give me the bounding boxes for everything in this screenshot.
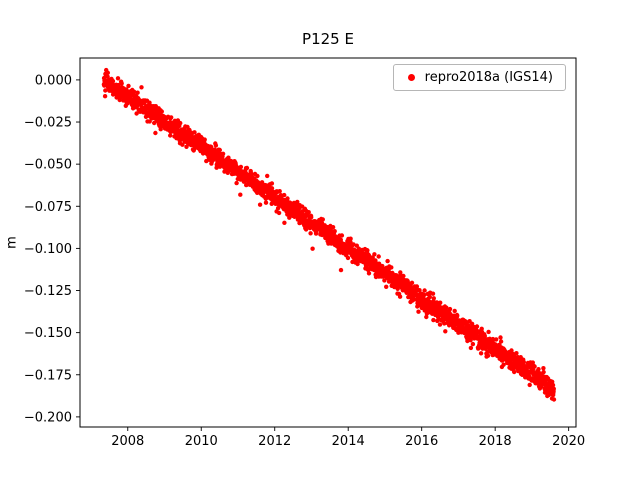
y-tick-label: −0.125 xyxy=(24,284,72,299)
y-tick-label: −0.050 xyxy=(24,158,72,173)
y-tick-label: −0.200 xyxy=(24,410,72,425)
y-tick-label: −0.075 xyxy=(24,200,72,215)
axes-box xyxy=(79,57,577,428)
x-tick-label: 2018 xyxy=(479,434,512,449)
x-tick-label: 2010 xyxy=(185,434,218,449)
x-tick-label: 2020 xyxy=(552,434,585,449)
legend-label: repro2018a (IGS14) xyxy=(424,70,553,85)
y-tick-label: −0.100 xyxy=(24,242,72,257)
x-tick-label: 2008 xyxy=(111,434,144,449)
plot-title: P125 E xyxy=(302,30,354,48)
x-tick-label: 2014 xyxy=(332,434,365,449)
x-tick-label: 2016 xyxy=(405,434,438,449)
y-tick-label: −0.150 xyxy=(24,326,72,341)
legend-marker-icon xyxy=(407,74,415,81)
y-tick-label: 0.000 xyxy=(35,73,72,88)
legend: repro2018a (IGS14) xyxy=(392,64,566,91)
y-tick-label: −0.175 xyxy=(24,368,72,383)
scatter-series xyxy=(101,67,557,402)
y-tick-label: −0.025 xyxy=(24,116,72,131)
x-tick-label: 2012 xyxy=(258,434,291,449)
y-axis-label: m xyxy=(4,236,20,249)
